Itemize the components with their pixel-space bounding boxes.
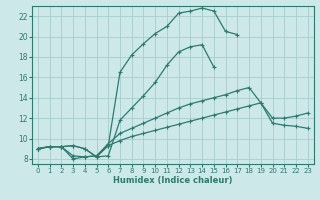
- X-axis label: Humidex (Indice chaleur): Humidex (Indice chaleur): [113, 176, 233, 185]
